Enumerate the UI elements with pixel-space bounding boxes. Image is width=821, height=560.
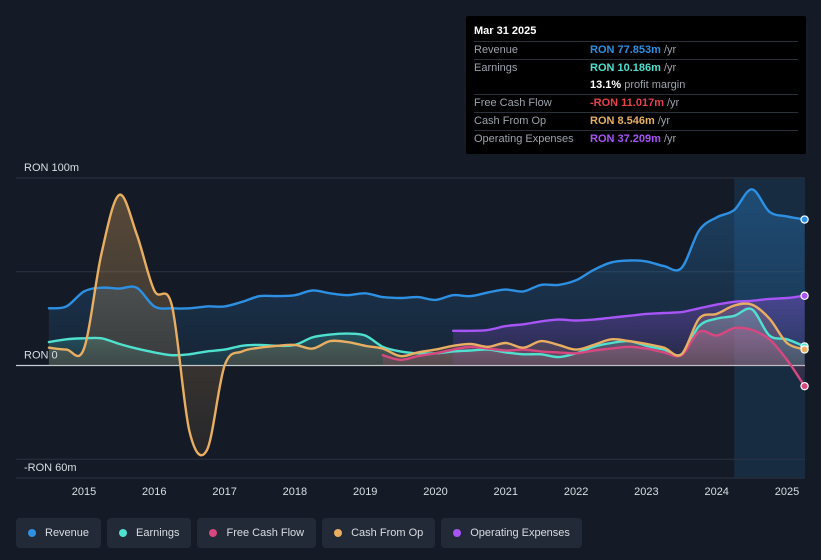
tooltip-value-margin: 13.1%: [590, 79, 622, 91]
legend-item-earnings[interactable]: Earnings: [107, 518, 192, 548]
x-tick-label: 2024: [704, 486, 728, 498]
legend-dot-revenue: [28, 529, 36, 537]
legend-label-free-cash-flow: Free Cash Flow: [226, 527, 305, 539]
y-tick-label: -RON 60m: [24, 462, 77, 474]
line-layer: [47, 188, 806, 457]
x-tick-label: 2021: [494, 486, 518, 498]
marker-layer: [800, 215, 809, 391]
x-tick-label: 2019: [353, 486, 377, 498]
endpoint-revenue: [800, 215, 809, 224]
legend-item-free-cash-flow[interactable]: Free Cash Flow: [197, 518, 317, 548]
tooltip-row-margin: 13.1% profit margin: [474, 77, 798, 94]
line-free-cash-flow: [381, 326, 806, 388]
line-cash-from-op: [47, 193, 806, 457]
tooltip: Mar 31 2025 Revenue RON 77.853m /yr Earn…: [466, 16, 806, 154]
tooltip-row-cfo: Cash From Op RON 8.546m /yr: [474, 112, 798, 130]
area-layer: [48, 189, 805, 456]
endpoint-free-cash-flow: [800, 381, 809, 391]
legend-dot-free-cash-flow: [209, 529, 218, 537]
tooltip-value-earnings: RON 10.186m: [590, 62, 661, 74]
y-tick-label: RON 100m: [24, 162, 79, 174]
tooltip-value-cfo: RON 8.546m: [590, 115, 655, 127]
legend-label-revenue: Revenue: [45, 527, 90, 539]
line-operating-expenses: [451, 294, 806, 333]
tooltip-row-earnings: Earnings RON 10.186m /yr: [474, 59, 798, 77]
x-tick-label: 2018: [283, 486, 307, 498]
legend-dot-operating-expenses: [453, 529, 462, 537]
legend-label-cash-from-op: Cash From Op: [351, 527, 424, 539]
endpoint-cash-from-op: [800, 345, 809, 354]
x-tick-label: 2025: [775, 486, 799, 498]
x-tick-label: 2022: [564, 486, 588, 498]
endpoint-operating-expenses: [800, 291, 809, 300]
x-tick-label: 2023: [634, 486, 658, 498]
tooltip-row-opex: Operating Expenses RON 37.209m /yr: [474, 130, 798, 148]
tooltip-row-fcf: Free Cash Flow -RON 11.017m /yr: [474, 94, 798, 112]
y-tick-label: RON 0: [24, 350, 58, 362]
legend-item-operating-expenses[interactable]: Operating Expenses: [441, 518, 582, 548]
legend-dot-cash-from-op: [334, 529, 343, 537]
label-layer: RON 100m RON 0 -RON 60m 2015 2016 2017 2018 201…: [24, 162, 799, 498]
legend-label-operating-expenses: Operating Expenses: [470, 527, 570, 539]
x-tick-label: 2020: [423, 486, 447, 498]
area-cash-from-op: [48, 194, 805, 456]
legend-label-earnings: Earnings: [136, 527, 180, 539]
legend-dot-earnings: [119, 529, 128, 537]
x-tick-label: 2017: [212, 486, 236, 498]
tooltip-row-revenue: Revenue RON 77.853m /yr: [474, 41, 798, 59]
legend-item-revenue[interactable]: Revenue: [16, 518, 102, 548]
tooltip-value-revenue: RON 77.853m: [590, 44, 661, 56]
legend: Revenue Earnings Free Cash Flow Cash Fro…: [16, 518, 582, 548]
x-tick-label: 2015: [72, 486, 96, 498]
legend-item-cash-from-op[interactable]: Cash From Op: [322, 518, 436, 548]
x-tick-label: 2016: [142, 486, 166, 498]
tooltip-value-fcf: -RON 11.017m: [590, 97, 664, 109]
tooltip-date: Mar 31 2025: [474, 25, 537, 37]
tooltip-value-opex: RON 37.209m: [590, 133, 661, 145]
